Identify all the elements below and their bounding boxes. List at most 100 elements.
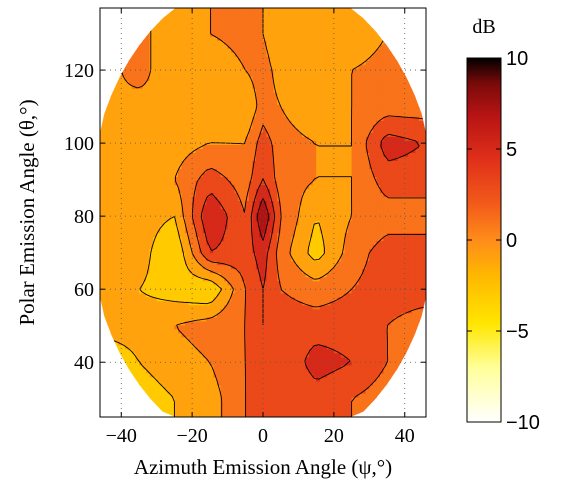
contour-cell (135, 352, 140, 358)
contour-cell (174, 240, 179, 246)
contour-cell (213, 152, 218, 157)
contour-cell (241, 176, 246, 182)
contour-cell (255, 208, 261, 214)
contour-cell (263, 100, 268, 105)
contour-cell (163, 400, 168, 406)
contour-cell (135, 272, 140, 278)
contour-cell (224, 368, 229, 374)
contour-cell (163, 52, 168, 57)
contour-cell (192, 120, 197, 125)
contour-cell (117, 220, 122, 226)
contour-cell (149, 208, 154, 214)
contour-cell (124, 180, 129, 186)
contour-cell (138, 120, 144, 125)
contour-cell (255, 120, 261, 125)
contour-cell (248, 408, 253, 414)
contour-cell (149, 28, 154, 33)
contour-cell (192, 52, 197, 57)
contour-cell (259, 332, 264, 338)
contour-cell (188, 92, 193, 97)
contour-cell (114, 268, 119, 274)
contour-cell (117, 276, 122, 282)
contour-cell (213, 308, 218, 314)
contour-cell (174, 160, 179, 165)
contour-cell (149, 332, 154, 338)
contour-cell (170, 356, 176, 362)
contour-cell (220, 116, 225, 121)
contour-cell (270, 100, 275, 105)
contour-cell (174, 56, 179, 61)
contour-cell (142, 108, 147, 113)
contour-cell (121, 156, 126, 161)
contour-cell (245, 324, 250, 330)
contour-cell (234, 60, 239, 65)
contour-cell (170, 216, 176, 222)
contour-cell (149, 120, 154, 125)
contour-cell (234, 84, 239, 89)
contour-cell (224, 208, 229, 214)
contour-cell (181, 288, 186, 294)
contour-cell (263, 160, 268, 165)
contour-cell (224, 44, 229, 49)
contour-cell (149, 292, 154, 298)
contour-cell (224, 192, 229, 198)
contour-cell (124, 228, 129, 234)
contour-cell (138, 336, 144, 342)
contour-cell (248, 296, 253, 302)
contour-cell (174, 152, 179, 157)
contour-cell (149, 244, 154, 250)
contour-cell (206, 184, 211, 190)
contour-cell (238, 32, 243, 37)
contour-cell (259, 396, 264, 402)
contour-cell (270, 108, 275, 113)
contour-cell (209, 176, 214, 182)
contour-cell (142, 204, 147, 210)
contour-cell (245, 16, 250, 21)
contour-cell (234, 224, 239, 230)
contour-cell (121, 300, 126, 306)
contour-cell (263, 400, 268, 406)
contour-cell (142, 320, 147, 326)
contour-cell (216, 152, 222, 157)
contour-cell (224, 168, 229, 173)
contour-cell (202, 184, 207, 190)
contour-cell (227, 228, 232, 234)
contour-cell (131, 104, 137, 109)
contour-cell (263, 372, 268, 378)
contour-cell (124, 104, 129, 109)
contour-cell (107, 264, 112, 270)
contour-cell (121, 212, 126, 218)
contour-cell (241, 276, 246, 282)
contour-cell (121, 112, 126, 117)
contour-cell (213, 132, 218, 137)
contour-cell (181, 364, 186, 370)
contour-cell (160, 48, 165, 53)
contour-cell (270, 408, 275, 414)
contour-cell (128, 124, 133, 129)
contour-cell (259, 136, 264, 141)
contour-cell (181, 300, 186, 306)
contour-cell (206, 12, 211, 17)
contour-cell (248, 380, 253, 386)
contour-cell (167, 268, 172, 274)
contour-cell (259, 36, 264, 41)
contour-cell (188, 120, 193, 125)
contour-cell (170, 64, 176, 69)
contour-cell (224, 332, 229, 338)
contour-cell (202, 196, 207, 202)
contour-cell (202, 332, 207, 338)
contour-cell (231, 24, 236, 29)
contour-cell (231, 228, 236, 234)
contour-cell (263, 332, 268, 338)
contour-cell (266, 292, 271, 298)
contour-cell (163, 280, 168, 286)
contour-cell (170, 240, 176, 246)
contour-cell (209, 44, 214, 49)
contour-cell (252, 348, 257, 354)
contour-cell (177, 244, 183, 250)
contour-cell (185, 40, 190, 45)
contour-cell (224, 160, 229, 165)
contour-cell (234, 12, 239, 17)
contour-cell (213, 244, 218, 250)
contour-cell (181, 316, 186, 322)
